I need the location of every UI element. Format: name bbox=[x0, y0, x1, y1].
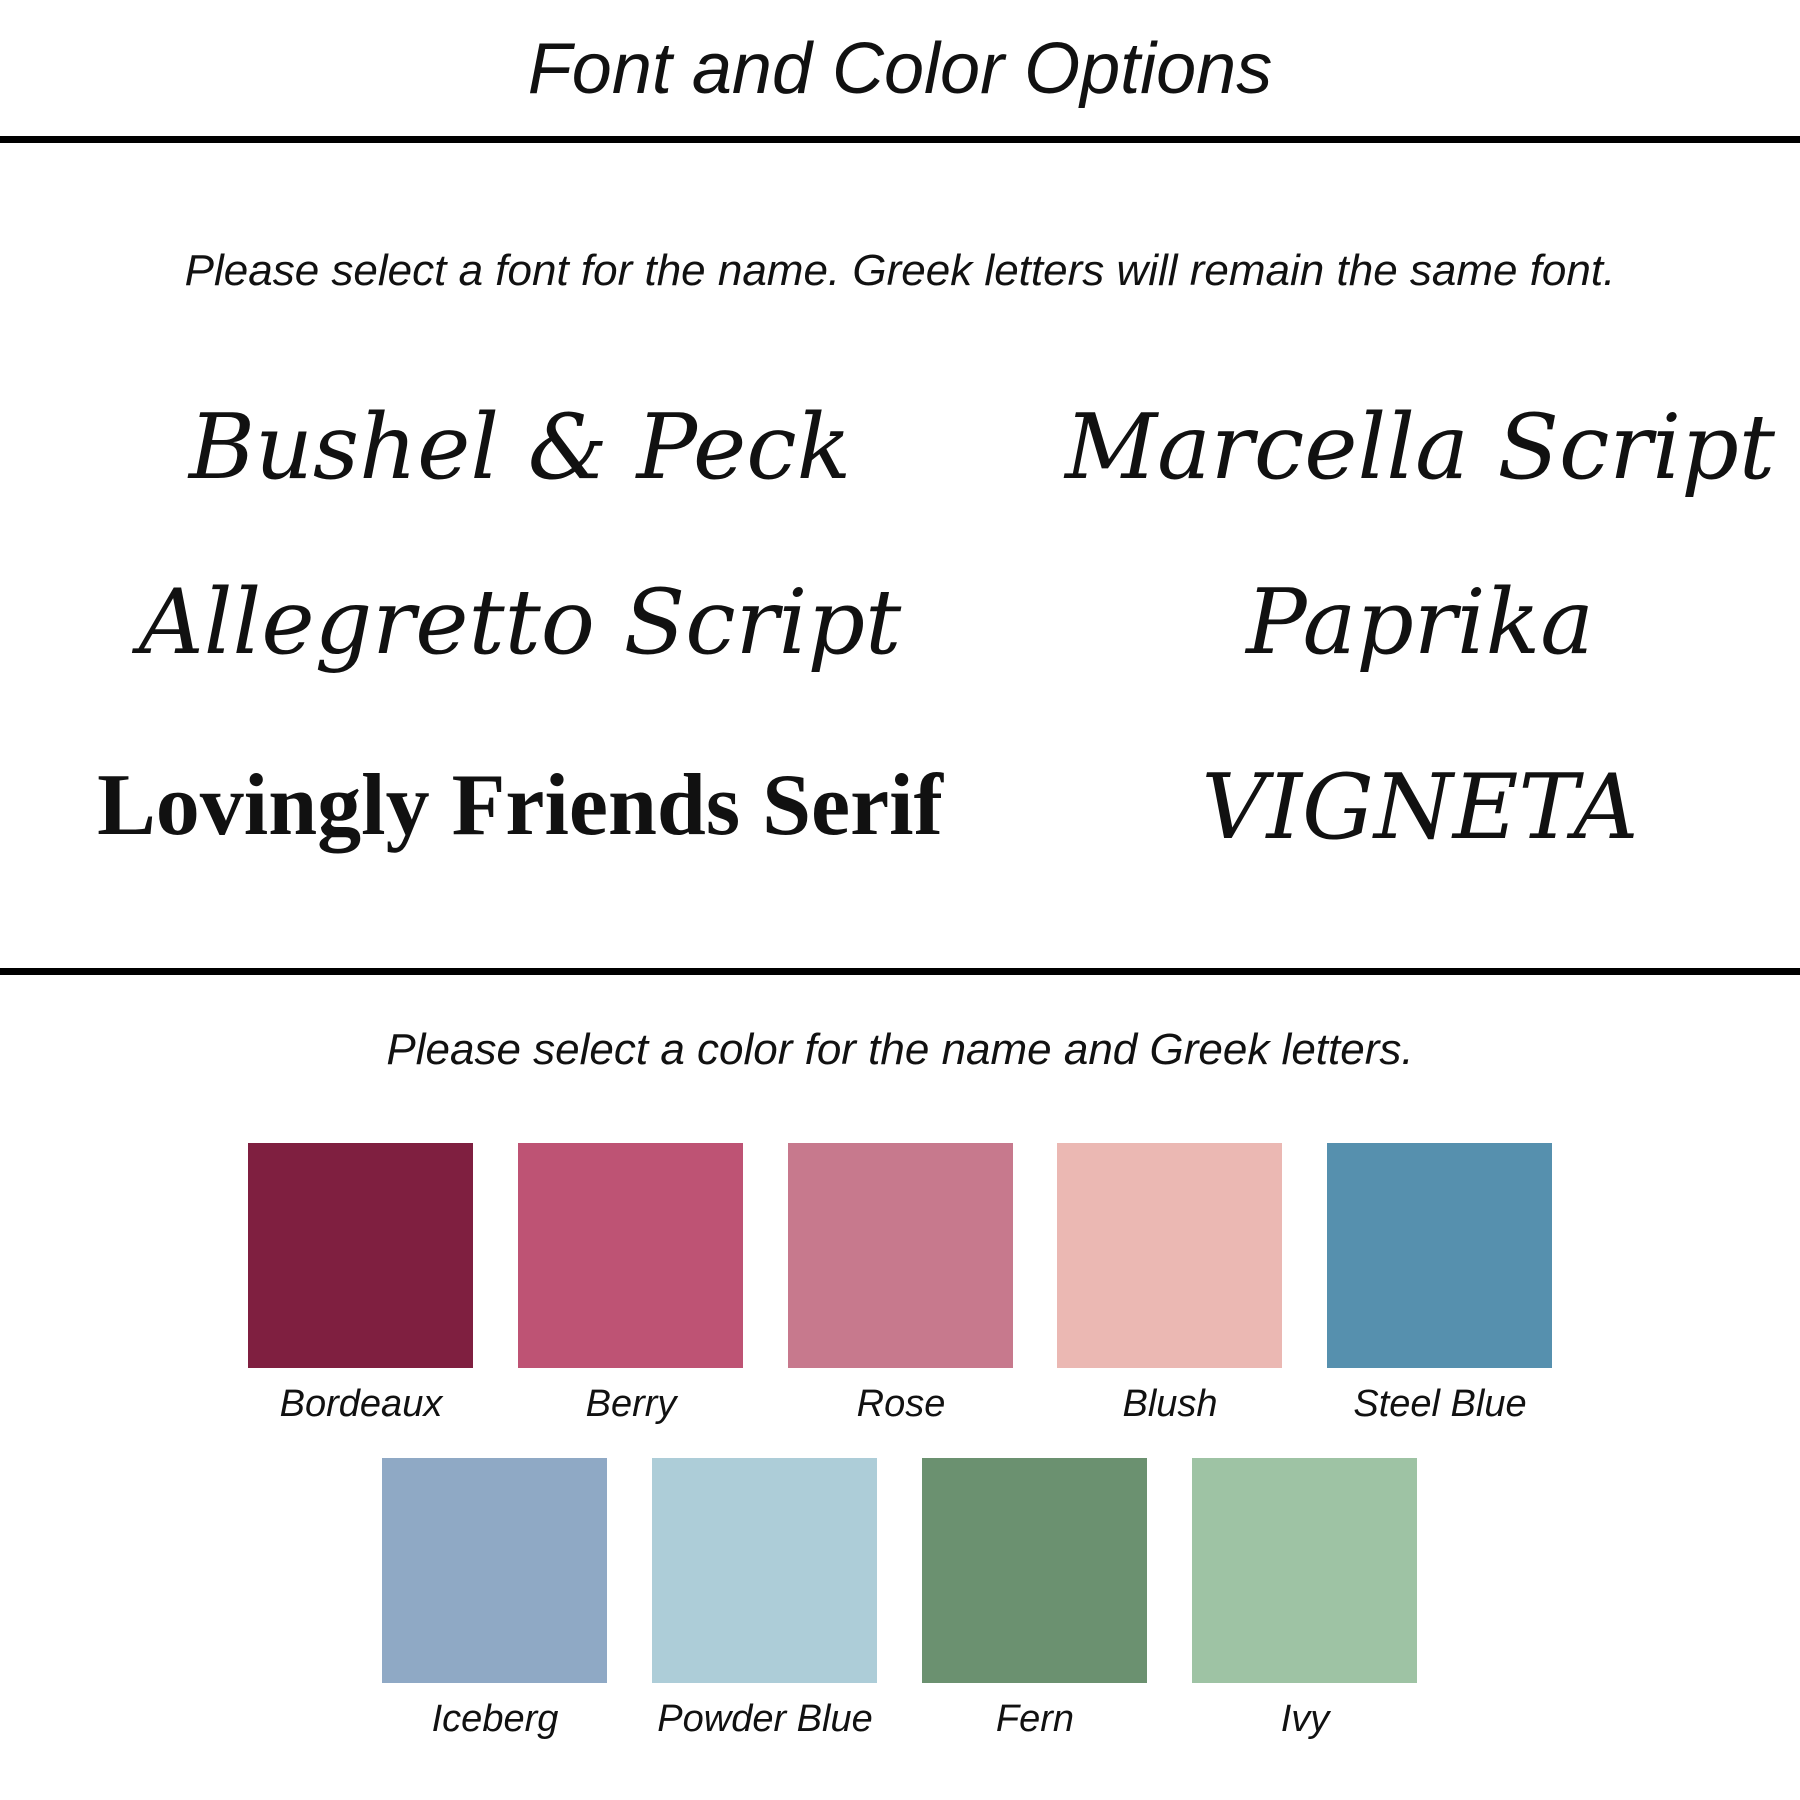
color-label: Berry bbox=[585, 1383, 677, 1425]
color-swatch-berry[interactable] bbox=[518, 1143, 743, 1368]
color-swatch-bordeaux[interactable] bbox=[248, 1143, 473, 1368]
color-swatch-fern[interactable] bbox=[922, 1458, 1147, 1683]
color-label: Steel Blue bbox=[1353, 1383, 1527, 1425]
color-label: Blush bbox=[1122, 1383, 1218, 1425]
color-label: Powder Blue bbox=[657, 1698, 873, 1740]
color-label: Bordeaux bbox=[279, 1383, 443, 1425]
color-label: Iceberg bbox=[431, 1698, 559, 1740]
divider bbox=[0, 968, 1800, 975]
font-option-paprika[interactable]: Paprika bbox=[1246, 570, 1594, 675]
color-label: Ivy bbox=[1280, 1698, 1330, 1740]
font-option-bushel-peck[interactable]: Bushel & Peck bbox=[188, 395, 852, 500]
font-option-allegretto-script[interactable]: Allegretto Script bbox=[138, 570, 902, 675]
color-swatch-rose[interactable] bbox=[788, 1143, 1013, 1368]
divider bbox=[0, 136, 1800, 143]
font-option-vigneta[interactable]: VIGNETA bbox=[1201, 755, 1639, 860]
page-title: Font and Color Options bbox=[527, 29, 1273, 109]
font-option-lovingly-friends-serif[interactable]: Lovingly Friends Serif bbox=[97, 757, 943, 854]
color-swatch-blush[interactable] bbox=[1057, 1143, 1282, 1368]
color-swatch-steel-blue[interactable] bbox=[1327, 1143, 1552, 1368]
color-swatch-powder-blue[interactable] bbox=[652, 1458, 877, 1683]
color-instruction: Please select a color for the name and G… bbox=[386, 1025, 1414, 1074]
font-option-marcella-script[interactable]: Marcella Script bbox=[1065, 395, 1775, 500]
color-label: Fern bbox=[995, 1698, 1075, 1740]
font-instruction: Please select a font for the name. Greek… bbox=[184, 246, 1616, 295]
color-swatch-ivy[interactable] bbox=[1192, 1458, 1417, 1683]
color-label: Rose bbox=[856, 1383, 946, 1425]
color-swatch-iceberg[interactable] bbox=[382, 1458, 607, 1683]
